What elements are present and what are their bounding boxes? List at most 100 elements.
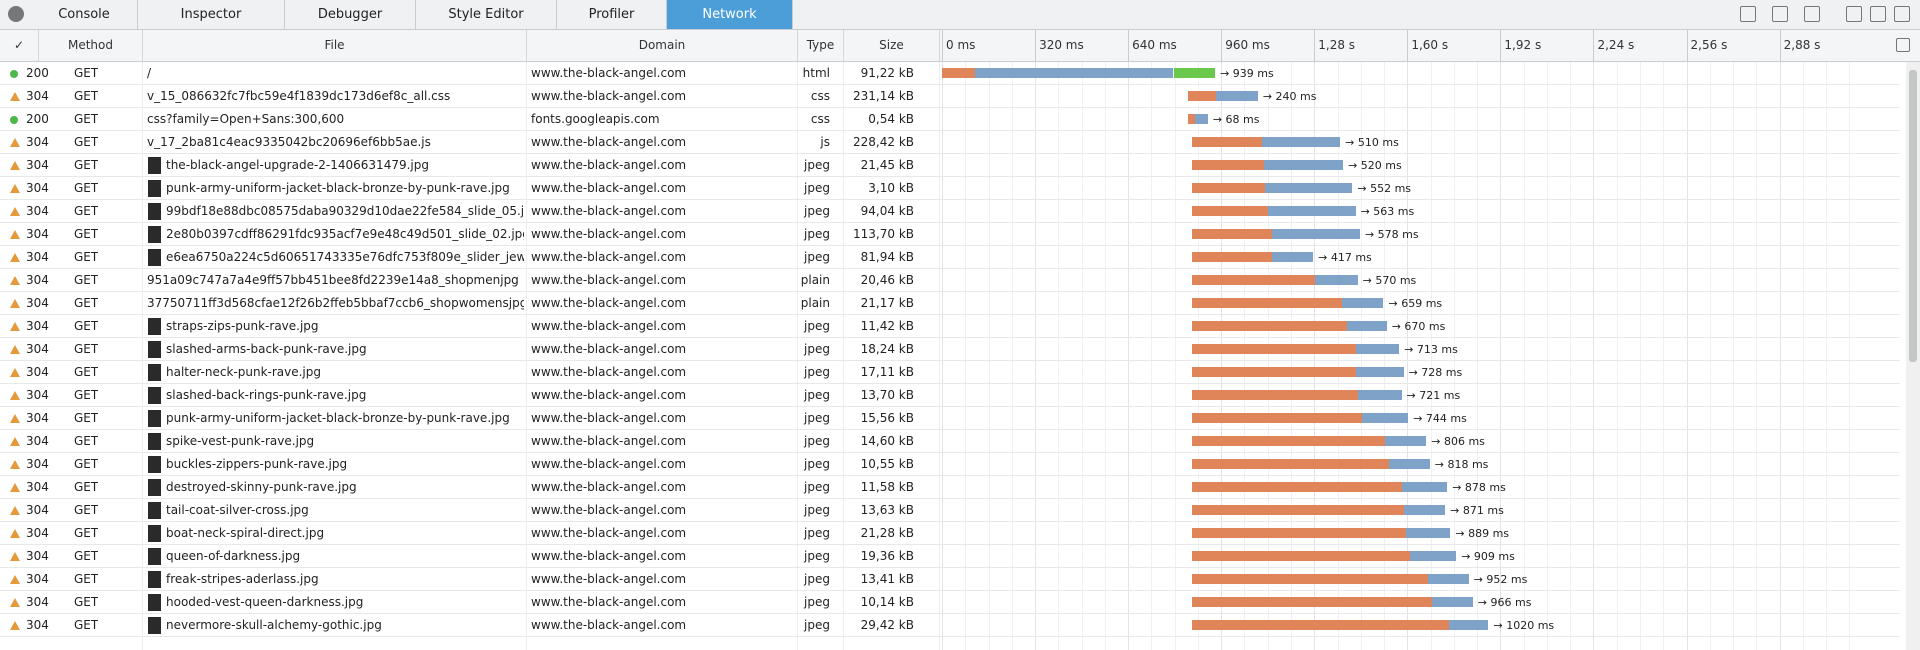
- status-code: 304: [26, 181, 49, 195]
- size: 17,11 kB: [860, 365, 914, 379]
- grid-line: [1314, 62, 1316, 650]
- domain: www.the-black-angel.com: [531, 480, 687, 494]
- status-cached-icon: [10, 253, 20, 262]
- status-cached-icon: [10, 207, 20, 216]
- status-code: 304: [26, 89, 49, 103]
- status-code: 304: [26, 204, 49, 218]
- screenshot-icon[interactable]: [1804, 6, 1820, 22]
- close-icon[interactable]: [1894, 6, 1910, 22]
- total-time: → 966 ms: [1477, 596, 1532, 609]
- domain: www.the-black-angel.com: [531, 273, 687, 287]
- status-ok-icon: [10, 116, 18, 124]
- timing-segment: [1191, 183, 1266, 193]
- thumbnail: [148, 180, 161, 197]
- domain: www.the-black-angel.com: [531, 526, 687, 540]
- tick-label: 1,28 s: [1318, 38, 1356, 52]
- column-divider: [142, 62, 143, 650]
- timing-segment: [1191, 505, 1404, 515]
- column-title[interactable]: File: [143, 30, 527, 61]
- dock-icon[interactable]: [1772, 6, 1788, 22]
- column-title[interactable]: Method: [39, 30, 143, 61]
- minor-grid-line: [1826, 62, 1828, 650]
- size: 13,63 kB: [860, 503, 914, 517]
- tab[interactable]: Debugger: [285, 0, 416, 29]
- total-time: → 909 ms: [1461, 550, 1515, 563]
- method: GET: [74, 457, 99, 471]
- tab[interactable]: Console: [31, 0, 138, 29]
- status-cached-icon: [10, 529, 20, 538]
- timing-segment: [1361, 413, 1409, 423]
- thumbnail: [148, 617, 161, 634]
- pick-icon[interactable]: [1740, 6, 1756, 22]
- minor-grid-line: [1081, 62, 1083, 650]
- total-time: → 659 ms: [1388, 297, 1443, 310]
- request-list: 200 GET / www.the-black-angel.com html 91,22 …: [0, 62, 1900, 650]
- timing-segment: [1271, 229, 1360, 239]
- total-time: → 721 ms: [1406, 389, 1461, 402]
- timing-segment: [1191, 597, 1432, 607]
- total-time: → 520 ms: [1348, 159, 1402, 172]
- status-cached-icon: [10, 437, 20, 446]
- column-title[interactable]: Size: [844, 30, 940, 61]
- timing-segment: [1347, 321, 1387, 331]
- collapse-icon[interactable]: [1896, 38, 1910, 52]
- status-code: 200: [26, 66, 49, 80]
- timing-segment: [1263, 160, 1344, 170]
- column-title[interactable]: ✓: [0, 30, 39, 61]
- thumbnail: [148, 203, 161, 220]
- method: GET: [74, 250, 99, 264]
- total-time: → 1020 ms: [1493, 619, 1555, 632]
- grid-line: [1128, 62, 1130, 650]
- tick-line: [1500, 30, 1502, 61]
- size: 10,55 kB: [860, 457, 914, 471]
- status-cached-icon: [10, 322, 20, 331]
- domain: www.the-black-angel.com: [531, 250, 687, 264]
- status-cached-icon: [10, 598, 20, 607]
- timing-segment: [1267, 206, 1356, 216]
- split-icon[interactable]: [1846, 6, 1862, 22]
- window-icon[interactable]: [1870, 6, 1886, 22]
- grid-line: [1035, 62, 1037, 650]
- status-cached-icon: [10, 575, 20, 584]
- file: the-black-angel-upgrade-2-1406631479.jpg: [166, 158, 429, 172]
- timing-segment: [1188, 91, 1217, 101]
- timing-segment: [1191, 206, 1268, 216]
- type: jpeg: [804, 480, 830, 494]
- row-divider: [0, 176, 1900, 177]
- tick-label: 2,24 s: [1597, 38, 1635, 52]
- scrollbar-thumb[interactable]: [1909, 70, 1917, 362]
- type: jpeg: [804, 365, 830, 379]
- file: buckles-zippers-punk-rave.jpg: [166, 457, 348, 471]
- total-time: → 713 ms: [1404, 343, 1458, 356]
- file: tail-coat-silver-cross.jpg: [166, 503, 309, 517]
- timing-segment: [1358, 390, 1402, 400]
- tab[interactable]: Style Editor: [416, 0, 557, 29]
- thumbnail: [148, 318, 161, 335]
- tick-label: 2,56 s: [1690, 38, 1728, 52]
- thumbnail: [148, 341, 161, 358]
- status-cached-icon: [10, 621, 20, 630]
- timing-segment: [1191, 620, 1449, 630]
- method: GET: [74, 411, 99, 425]
- minor-grid-line: [1733, 62, 1735, 650]
- size: 21,45 kB: [860, 158, 914, 172]
- minor-grid-line: [1244, 62, 1246, 650]
- status-cached-icon: [10, 161, 20, 170]
- tick-line: [1779, 30, 1781, 61]
- size: 13,41 kB: [860, 572, 914, 586]
- tab[interactable]: Profiler: [557, 0, 667, 29]
- column-title[interactable]: Domain: [527, 30, 798, 61]
- timing-segment: [1355, 367, 1404, 377]
- settings-icon[interactable]: [8, 6, 24, 22]
- type: jpeg: [804, 457, 830, 471]
- tab[interactable]: Inspector: [138, 0, 285, 29]
- minor-grid-line: [1151, 62, 1153, 650]
- status-cached-icon: [10, 552, 20, 561]
- column-title[interactable]: Type: [798, 30, 844, 61]
- row-divider: [0, 245, 1900, 246]
- status-cached-icon: [10, 92, 20, 101]
- thumbnail: [148, 249, 161, 266]
- tab[interactable]: Network: [667, 0, 793, 29]
- row-divider: [0, 475, 1900, 476]
- thumbnail: [148, 479, 161, 496]
